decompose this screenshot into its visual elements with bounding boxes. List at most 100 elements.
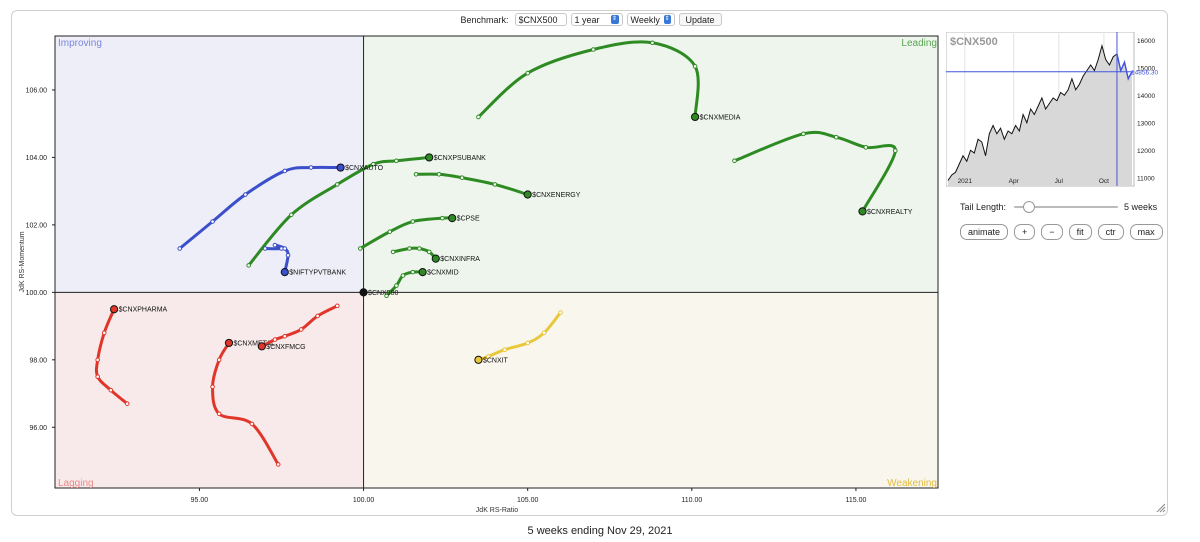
series-tail-point (417, 246, 422, 251)
series-head-point[interactable] (425, 153, 434, 162)
series-tail-point (410, 269, 416, 275)
series-niftypvtbank[interactable]: $NIFTYPVTBANK (262, 242, 346, 277)
series-cnxenergy[interactable]: $CNXENERGY (413, 171, 581, 199)
series-cnxmid[interactable]: $CNXMID (384, 268, 459, 299)
max-button[interactable]: max (1129, 224, 1163, 240)
series-head-point[interactable] (690, 112, 700, 122)
x-tick-label: 95.00 (191, 497, 209, 504)
series-tail-point (262, 246, 268, 251)
series-label: $CNXIT (483, 357, 509, 364)
series-head-point[interactable] (448, 214, 457, 223)
zoom-out-button[interactable]: − (1041, 224, 1063, 240)
series-tail-point (216, 357, 222, 363)
select-arrows-icon: ⇕ (663, 15, 671, 24)
series-head-point[interactable] (224, 338, 234, 348)
series-tail-line (732, 130, 897, 213)
chart-caption: 5 weeks ending Nov 29, 2021 (527, 525, 673, 537)
benchmark-mini-chart: 16000 15000 14000 13000 12000 11000 14856.30 20… (946, 32, 1158, 187)
series-cnxinfra[interactable]: $CNXINFRA (390, 246, 480, 263)
mini-y-tick-label: 12000 (1137, 148, 1155, 155)
series-tail-point (525, 70, 530, 76)
slider-track (1014, 206, 1119, 208)
series-tail-point (387, 229, 393, 234)
series-cnxmedia[interactable]: $CNXMEDIA (476, 40, 741, 122)
series-tail-point (272, 337, 278, 342)
mini-last-value: 14856.30 (1131, 70, 1158, 77)
quadrant-lagging (55, 292, 364, 488)
zoom-in-button[interactable]: + (1014, 224, 1036, 240)
series-tail-point (390, 249, 396, 255)
series-tail-point (371, 161, 376, 167)
series-head-point[interactable] (336, 163, 345, 172)
fit-button[interactable]: fit (1068, 224, 1092, 240)
series-head-point[interactable] (280, 268, 289, 277)
control-buttons: animate + − fit ctr max (960, 224, 1163, 240)
toolbar: Benchmark: 1 year ⇕ Weekly ⇕ Update (0, 13, 1200, 29)
y-tick-label: 106.00 (26, 87, 48, 94)
series-cnxauto[interactable]: $CNXAUTO (177, 163, 384, 251)
mini-x-tick-label: Oct (1099, 178, 1109, 185)
tail-length-slider[interactable] (1014, 200, 1119, 214)
series-tail-point (525, 340, 530, 346)
quadrant-label-weakening: Weakening (887, 478, 937, 489)
series-head-point[interactable] (257, 342, 266, 351)
series-tail-point (177, 246, 183, 251)
series-label: $CNXFMCG (266, 344, 305, 351)
series-tail-point (692, 64, 698, 69)
resize-handle-icon[interactable] (1156, 503, 1166, 513)
mini-area-fill (948, 45, 1132, 186)
y-tick-label: 100.00 (26, 290, 48, 297)
series-tail-point (357, 246, 363, 251)
mini-y-tick-label: 11000 (1137, 175, 1155, 182)
series-head-point[interactable] (109, 305, 119, 314)
series-tail-point (400, 273, 406, 278)
series-cnxfmcg[interactable]: $CNXFMCG (257, 303, 340, 351)
series-label: $CNXAUTO (345, 165, 384, 172)
period-select[interactable]: 1 year ⇕ (570, 13, 623, 26)
series-head-point[interactable] (474, 355, 483, 364)
mini-price-line (947, 43, 1118, 181)
series-tail-point (413, 171, 419, 177)
series-head-point[interactable] (523, 190, 532, 199)
series-cnx500[interactable]: $CNX500 (359, 288, 399, 297)
series-tail-point (394, 158, 399, 164)
series-tail-point (426, 249, 432, 255)
series-tail-point (95, 357, 100, 363)
series-tail-point (124, 401, 130, 406)
series-head-point[interactable] (418, 268, 427, 277)
quadrant-weakening (363, 292, 938, 488)
series-cnxit[interactable]: $CNXIT (474, 310, 563, 365)
series-head-point[interactable] (431, 254, 440, 263)
mini-recent-line (1116, 53, 1133, 81)
rrg-chart[interactable]: 95.00 100.00 105.00 110.00 115.00 96.00 98.00 1… (0, 0, 946, 516)
y-tick-label: 102.00 (26, 222, 48, 229)
update-button[interactable]: Update (678, 13, 722, 26)
series-tail-point (210, 219, 215, 224)
series-tail-point (282, 246, 288, 251)
series-cpse[interactable]: $CPSE (357, 214, 480, 251)
tail-length-label: Tail Length: (960, 202, 1007, 212)
center-button[interactable]: ctr (1097, 224, 1124, 240)
series-head-point[interactable] (359, 288, 368, 297)
series-tail-point (384, 293, 389, 299)
series-label: $CNXMEDIA (700, 114, 741, 121)
series-cnxpharma[interactable]: $CNXPHARMA (94, 305, 168, 406)
slider-thumb[interactable] (1023, 201, 1036, 213)
interval-select[interactable]: Weekly ⇕ (626, 13, 675, 26)
x-tick-label: 110.00 (681, 497, 702, 504)
series-cnxpsubank[interactable]: $CNXPSUBANK (246, 153, 486, 268)
series-cnxrealty[interactable]: $CNXREALTY (732, 130, 913, 216)
x-tick-label: 105.00 (517, 497, 539, 504)
animate-button[interactable]: animate (960, 224, 1009, 240)
quadrant-label-improving: Improving (58, 38, 102, 49)
series-tail-point (591, 47, 596, 52)
benchmark-input[interactable] (514, 13, 567, 26)
series-tail-point (285, 252, 291, 258)
series-label: $CNXMETAL (233, 340, 275, 347)
series-tail-point (246, 263, 251, 268)
mini-y-tick-label: 13000 (1137, 120, 1155, 127)
series-cnxmetal[interactable]: $CNXMETAL (210, 338, 281, 467)
series-head-point[interactable] (858, 207, 867, 216)
series-tail-point (485, 354, 491, 359)
series-label: $CNXPSUBANK (434, 155, 486, 162)
